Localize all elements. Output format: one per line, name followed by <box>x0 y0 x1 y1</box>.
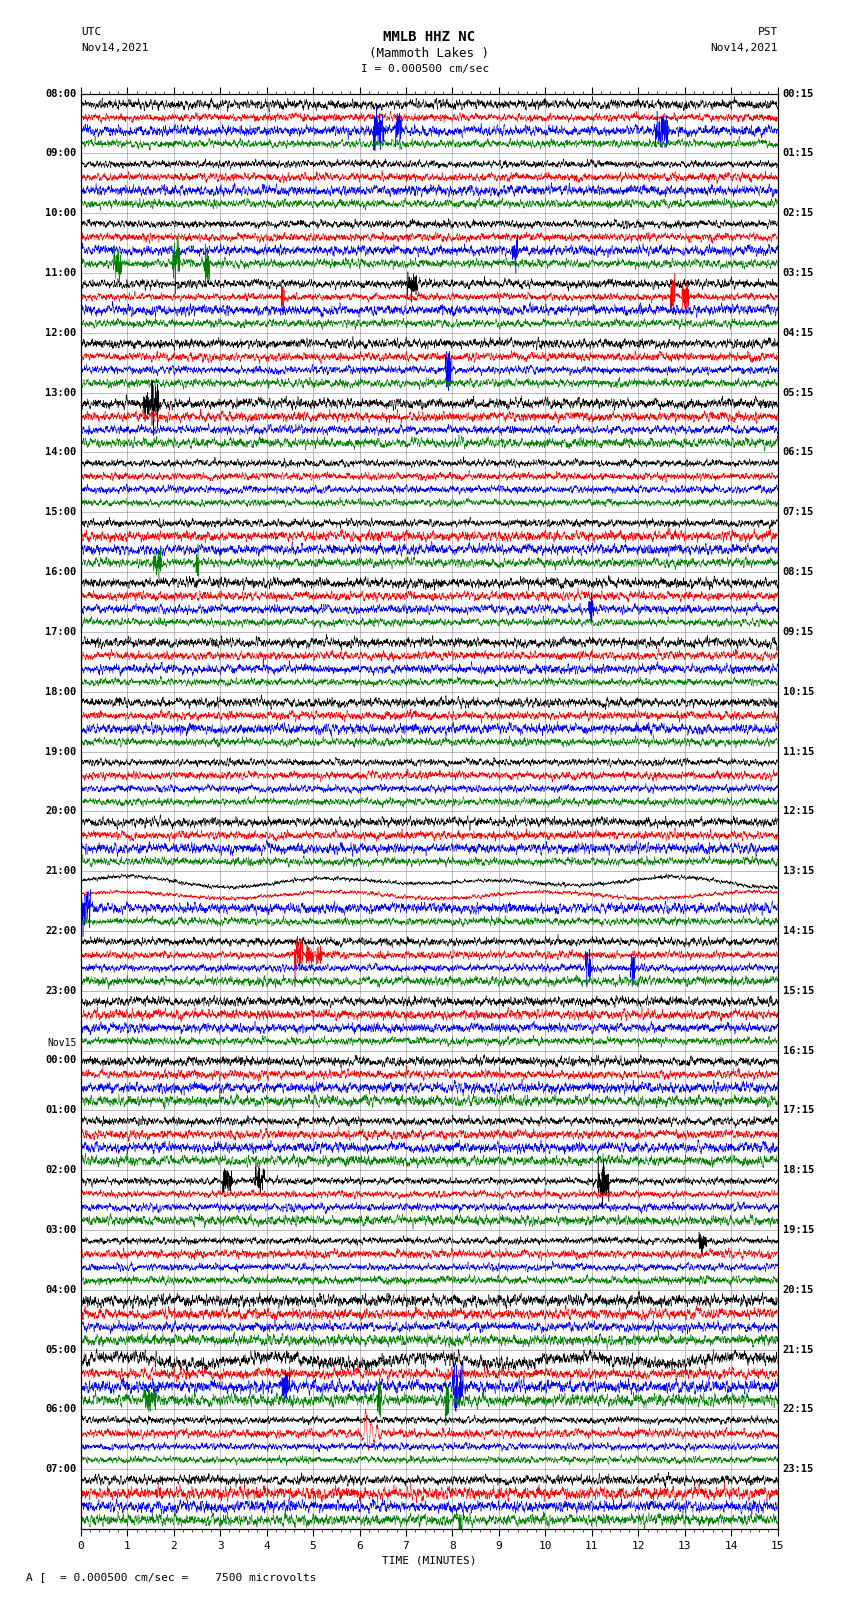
Text: Nov15: Nov15 <box>47 1037 76 1047</box>
Text: 20:15: 20:15 <box>783 1286 814 1295</box>
Text: 15:15: 15:15 <box>783 986 814 995</box>
Text: PST: PST <box>757 27 778 37</box>
Text: MMLB HHZ NC: MMLB HHZ NC <box>383 31 475 44</box>
Text: 03:15: 03:15 <box>783 268 814 277</box>
Text: 07:15: 07:15 <box>783 506 814 518</box>
Text: 04:00: 04:00 <box>45 1286 76 1295</box>
Text: 14:15: 14:15 <box>783 926 814 936</box>
Text: 03:00: 03:00 <box>45 1224 76 1236</box>
Text: 21:15: 21:15 <box>783 1345 814 1355</box>
Text: 17:15: 17:15 <box>783 1105 814 1116</box>
Text: 18:15: 18:15 <box>783 1165 814 1176</box>
Text: 12:15: 12:15 <box>783 806 814 816</box>
Text: 08:00: 08:00 <box>45 89 76 98</box>
Text: 05:15: 05:15 <box>783 387 814 398</box>
Text: 13:15: 13:15 <box>783 866 814 876</box>
Text: 11:00: 11:00 <box>45 268 76 277</box>
Text: 12:00: 12:00 <box>45 327 76 337</box>
Text: 01:00: 01:00 <box>45 1105 76 1116</box>
Text: 23:15: 23:15 <box>783 1465 814 1474</box>
Text: Nov14,2021: Nov14,2021 <box>711 44 778 53</box>
Text: UTC: UTC <box>81 27 101 37</box>
Text: 19:15: 19:15 <box>783 1224 814 1236</box>
Text: 22:15: 22:15 <box>783 1405 814 1415</box>
Text: 04:15: 04:15 <box>783 327 814 337</box>
Text: 16:00: 16:00 <box>45 568 76 577</box>
Text: 19:00: 19:00 <box>45 747 76 756</box>
Text: 15:00: 15:00 <box>45 506 76 518</box>
Text: 06:00: 06:00 <box>45 1405 76 1415</box>
Text: I = 0.000500 cm/sec: I = 0.000500 cm/sec <box>361 65 489 74</box>
Text: 18:00: 18:00 <box>45 687 76 697</box>
Text: 20:00: 20:00 <box>45 806 76 816</box>
Text: 07:00: 07:00 <box>45 1465 76 1474</box>
Text: 17:00: 17:00 <box>45 627 76 637</box>
Text: 10:15: 10:15 <box>783 687 814 697</box>
Text: 00:00: 00:00 <box>45 1055 76 1065</box>
Text: 13:00: 13:00 <box>45 387 76 398</box>
Text: 16:15: 16:15 <box>783 1045 814 1055</box>
Text: 22:00: 22:00 <box>45 926 76 936</box>
Text: 09:00: 09:00 <box>45 148 76 158</box>
Text: 14:00: 14:00 <box>45 447 76 458</box>
Text: A [: A [ <box>26 1573 46 1582</box>
Text: 00:15: 00:15 <box>783 89 814 98</box>
Text: 09:15: 09:15 <box>783 627 814 637</box>
Text: 23:00: 23:00 <box>45 986 76 995</box>
X-axis label: TIME (MINUTES): TIME (MINUTES) <box>382 1555 477 1565</box>
Text: 06:15: 06:15 <box>783 447 814 458</box>
Text: (Mammoth Lakes ): (Mammoth Lakes ) <box>369 47 490 60</box>
Text: 11:15: 11:15 <box>783 747 814 756</box>
Text: 21:00: 21:00 <box>45 866 76 876</box>
Text: Nov14,2021: Nov14,2021 <box>81 44 148 53</box>
Text: 05:00: 05:00 <box>45 1345 76 1355</box>
Text: 08:15: 08:15 <box>783 568 814 577</box>
Text: 02:00: 02:00 <box>45 1165 76 1176</box>
Text: 01:15: 01:15 <box>783 148 814 158</box>
Text: 02:15: 02:15 <box>783 208 814 218</box>
Text: = 0.000500 cm/sec =    7500 microvolts: = 0.000500 cm/sec = 7500 microvolts <box>60 1573 316 1582</box>
Text: 10:00: 10:00 <box>45 208 76 218</box>
